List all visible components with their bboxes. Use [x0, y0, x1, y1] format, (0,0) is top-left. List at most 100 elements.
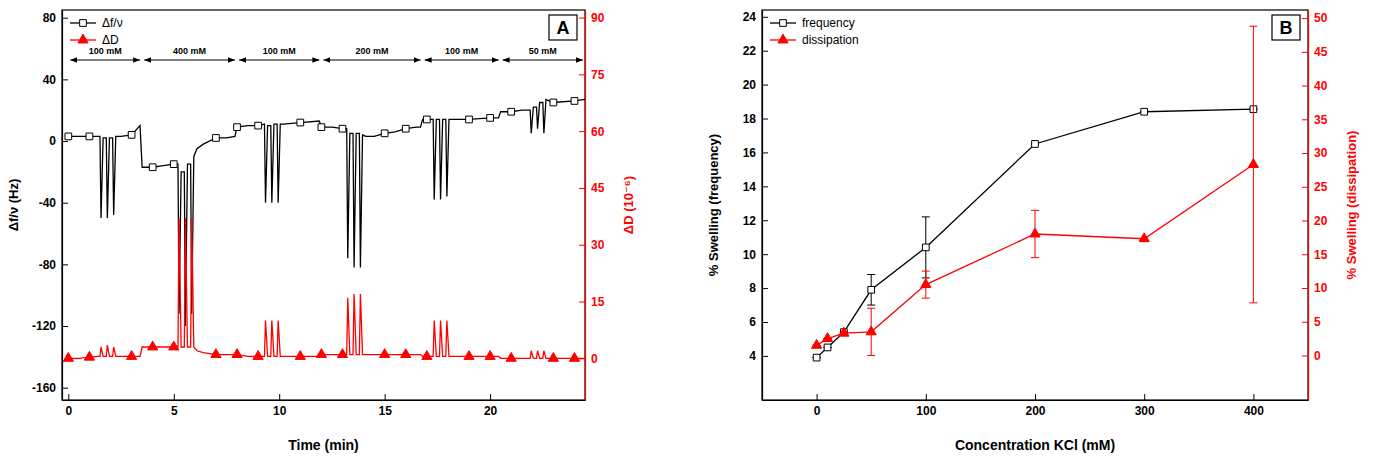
plot-area	[812, 26, 1259, 361]
axis-line	[1308, 11, 1309, 401]
marker	[128, 132, 135, 139]
legend-item: Δf/ν	[70, 16, 123, 30]
annotation-arrow	[425, 60, 499, 61]
tick-label: 0	[1314, 349, 1321, 363]
error-bar-cap	[1249, 302, 1257, 303]
tick-label: 40	[1314, 79, 1328, 93]
tick-label: 80	[43, 11, 57, 25]
tick-mark	[1253, 394, 1254, 400]
tick-label: -120	[32, 319, 56, 333]
tick-label: 20	[484, 404, 498, 418]
annotation-label: 400 mM	[173, 46, 206, 56]
tick-label: 100	[916, 404, 936, 418]
error-bar-cap	[867, 355, 875, 356]
tick-label: 40	[43, 73, 57, 87]
x-axis-title: Concentration KCl (mM)	[955, 437, 1115, 453]
tick-label: -160	[32, 381, 56, 395]
tick-label: 30	[591, 238, 605, 252]
tick-label: 14	[743, 180, 757, 194]
tick: 22	[743, 44, 768, 58]
marker	[921, 279, 931, 288]
tick-mark	[579, 131, 585, 132]
tick-mark	[62, 388, 68, 389]
marker	[339, 125, 346, 132]
error-bar-cap	[1031, 257, 1039, 258]
tick-mark	[579, 74, 585, 75]
marker	[812, 339, 822, 348]
tick-mark	[1144, 394, 1145, 400]
marker	[550, 99, 557, 106]
annotation-label: 100 mM	[445, 46, 478, 56]
y2-axis-title: % Swelling (dissipation)	[1344, 131, 1359, 280]
tick-label: 20	[1314, 214, 1328, 228]
series-line	[817, 109, 1254, 357]
tick-mark	[279, 394, 280, 400]
tick-mark	[1302, 355, 1308, 356]
tick: 30	[1302, 146, 1328, 160]
panel-label: A	[557, 18, 570, 38]
tick: 75	[579, 68, 605, 82]
tick-label: -80	[39, 258, 57, 272]
axis-line	[63, 400, 586, 401]
annotation-arrow	[239, 60, 319, 61]
tick-mark	[1302, 187, 1308, 188]
tick-mark	[762, 51, 768, 52]
tick: 15	[1302, 248, 1328, 262]
tick-mark	[1302, 153, 1308, 154]
tick-label: 6	[749, 315, 756, 329]
tick-mark	[1302, 86, 1308, 87]
marker	[922, 244, 929, 251]
panel-label-box	[549, 15, 577, 40]
tick: 80	[43, 11, 68, 25]
tick-mark	[1302, 119, 1308, 120]
x-axis: 0100200300400	[763, 394, 1309, 418]
tick-mark	[490, 394, 491, 400]
error-bar-cap	[922, 271, 930, 272]
tick: 20	[743, 78, 768, 92]
panel-label-box	[1272, 15, 1300, 40]
legend-marker	[80, 20, 87, 27]
marker	[548, 352, 558, 361]
tick-label: 24	[743, 10, 757, 24]
tick-mark	[174, 394, 175, 400]
y-axis: -160-120-80-4004080	[32, 11, 68, 401]
marker	[1139, 233, 1149, 242]
tick-mark	[762, 254, 768, 255]
tick-mark	[62, 18, 68, 19]
tick-label: 8	[749, 281, 756, 295]
marker	[295, 351, 305, 360]
tick-label: 50	[1314, 11, 1328, 25]
marker	[839, 327, 849, 336]
marker	[1030, 228, 1040, 237]
legend-label: Δf/ν	[102, 16, 123, 30]
tick: 16	[743, 146, 768, 160]
tick-label: 10	[1314, 281, 1328, 295]
tick-mark	[817, 394, 818, 400]
tick-mark	[62, 141, 68, 142]
plot-frame	[62, 10, 585, 400]
tick: 100	[916, 394, 936, 418]
tick: 0	[65, 394, 72, 418]
series-line	[68, 218, 585, 358]
legend-label: dissipation	[802, 33, 859, 47]
tick-label: 0	[65, 404, 72, 418]
legend: Δf/νΔD	[70, 16, 123, 47]
tick: 12	[743, 214, 768, 228]
tick-label: 90	[591, 11, 605, 25]
y-axis-title: Δf/ν (Hz)	[6, 179, 21, 232]
marker	[813, 354, 820, 361]
tick-mark	[385, 394, 386, 400]
marker	[506, 352, 516, 361]
x-axis: 05101520	[63, 394, 586, 418]
tick-label: 15	[1314, 248, 1328, 262]
tick-label: 15	[378, 404, 392, 418]
panel: 05101520-160-120-80-40040800153045607590…	[6, 10, 636, 453]
legend-label: frequency	[802, 16, 855, 30]
series-line	[68, 99, 585, 326]
axis-line	[585, 11, 586, 401]
tick-mark	[579, 245, 585, 246]
legend: frequency dissipation	[770, 16, 859, 47]
marker	[148, 341, 158, 350]
tick-mark	[1302, 18, 1308, 19]
tick-mark	[579, 18, 585, 19]
